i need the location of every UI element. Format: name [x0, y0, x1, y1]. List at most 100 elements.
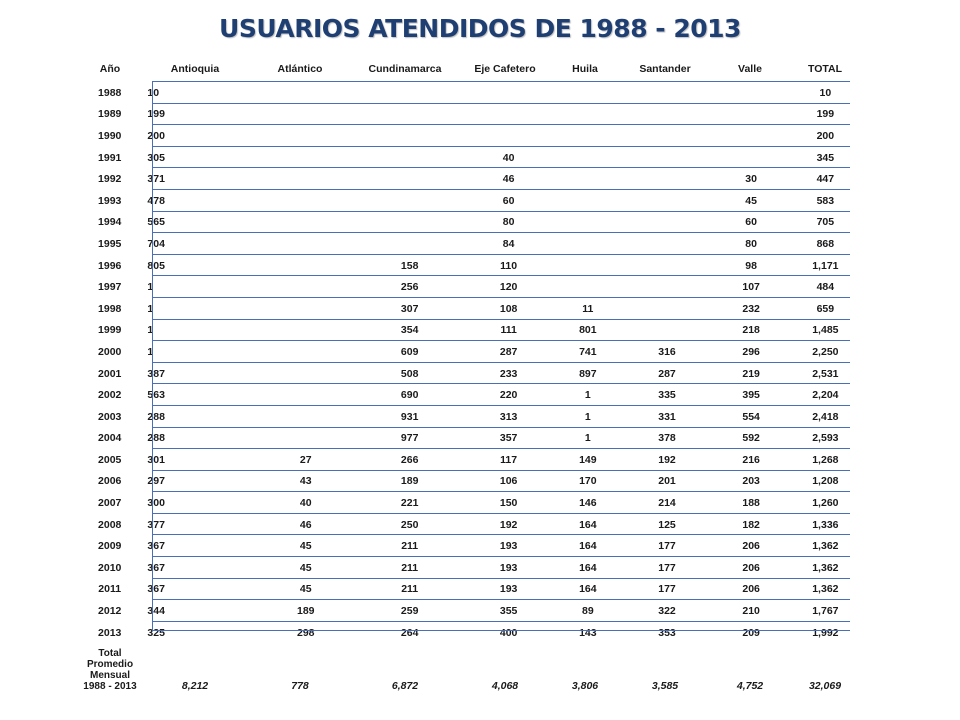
value-cell: 84 [502, 237, 515, 250]
year-cell: 1995 [98, 237, 122, 250]
value-cell: 98 [745, 259, 757, 272]
table-row: 2009 367 45 211 193 164 177 206 1,362 [80, 535, 860, 557]
value-cell: 1 [147, 281, 154, 294]
table-row: 1993 478 60 45 583 [80, 190, 860, 212]
column-header: Antioquia [170, 63, 220, 75]
value-cell: 297 [147, 475, 165, 488]
totals-label-line: 1988 - 2013 [83, 681, 137, 692]
value-cell: 106 [499, 475, 518, 488]
value-cell: 554 [742, 410, 760, 423]
table-bottom-rule [152, 630, 850, 631]
value-cell: 30 [745, 173, 757, 186]
value-cell: 199 [816, 108, 835, 121]
value-cell: 300 [147, 497, 165, 510]
value-cell: 2,593 [812, 432, 839, 445]
value-cell: 2,531 [812, 367, 839, 380]
value-cell: 316 [658, 345, 676, 358]
value-cell: 250 [400, 518, 419, 531]
value-cell: 296 [742, 345, 760, 358]
column-header: Cundinamarca [368, 63, 442, 75]
value-cell: 377 [147, 518, 165, 531]
table-row: 1998 1 307 108 11 232 659 [80, 298, 860, 320]
value-cell: 395 [742, 389, 760, 402]
value-cell: 211 [401, 540, 419, 553]
value-cell: 177 [658, 561, 676, 574]
column-header: TOTAL [807, 63, 843, 75]
value-cell: 1 [584, 389, 591, 402]
year-cell: 1990 [98, 129, 122, 142]
value-cell: 355 [499, 605, 518, 618]
value-cell: 367 [147, 583, 165, 596]
value-cell: 805 [147, 259, 165, 272]
value-cell: 897 [579, 367, 597, 380]
value-cell: 741 [579, 345, 597, 358]
value-cell: 592 [742, 432, 760, 445]
value-cell: 1,208 [812, 475, 839, 488]
value-cell: 1 [584, 432, 591, 445]
totals-label-line: Total [98, 648, 122, 659]
value-cell: 288 [147, 432, 165, 445]
value-cell: 288 [147, 410, 165, 423]
value-cell: 367 [147, 540, 165, 553]
value-cell: 27 [299, 453, 312, 466]
value-cell: 170 [579, 475, 597, 488]
totals-label: Total Promedio Mensual 1988 - 2013 [80, 648, 140, 692]
totals-label-line: Promedio [86, 659, 134, 670]
year-cell: 1999 [98, 324, 122, 337]
value-cell: 211 [401, 561, 419, 574]
value-cell: 354 [400, 324, 419, 337]
value-cell: 1,336 [812, 518, 839, 531]
value-cell: 2,418 [812, 410, 839, 423]
value-cell: 331 [658, 410, 676, 423]
value-cell: 233 [499, 367, 518, 380]
value-cell: 219 [742, 367, 760, 380]
value-cell: 164 [579, 583, 597, 596]
value-cell: 400 [499, 626, 518, 639]
value-cell: 216 [742, 453, 760, 466]
value-cell: 298 [296, 626, 315, 639]
value-cell: 266 [400, 453, 419, 466]
data-table: Año Antioquia Atlántico Cundinamarca Eje Caf… [80, 56, 860, 643]
value-cell: 690 [400, 389, 419, 402]
value-cell: 256 [400, 281, 419, 294]
value-cell: 214 [658, 497, 676, 510]
value-cell: 46 [299, 518, 312, 531]
value-cell: 371 [147, 173, 165, 186]
value-cell: 10 [147, 86, 160, 99]
total-value-cell: 4,068 [491, 680, 519, 692]
value-cell: 177 [658, 540, 676, 553]
year-cell: 1997 [98, 281, 122, 294]
value-cell: 111 [500, 324, 517, 337]
value-cell: 583 [816, 194, 835, 207]
value-cell: 305 [147, 151, 165, 164]
value-cell: 609 [400, 345, 419, 358]
total-value-cell: 3,806 [571, 680, 599, 692]
value-cell: 210 [742, 605, 760, 618]
table-header-row: Año Antioquia Atlántico Cundinamarca Eje Caf… [80, 56, 860, 82]
value-cell: 484 [816, 281, 835, 294]
value-cell: 193 [499, 540, 518, 553]
column-header: Atlántico [277, 63, 323, 75]
year-cell: 1994 [98, 216, 122, 229]
value-cell: 1,171 [812, 259, 839, 272]
value-cell: 2,250 [812, 345, 839, 358]
value-cell: 211 [401, 583, 419, 596]
year-cell: 2005 [98, 453, 122, 466]
value-cell: 45 [299, 561, 312, 574]
table-row: 2013 325 298 264 400 143 353 209 1,992 [80, 622, 860, 644]
value-cell: 1,362 [812, 540, 839, 553]
table-row: 2011 367 45 211 193 164 177 206 1,362 [80, 579, 860, 601]
value-cell: 206 [742, 561, 760, 574]
value-cell: 45 [299, 583, 312, 596]
value-cell: 301 [147, 453, 165, 466]
value-cell: 218 [742, 324, 760, 337]
year-cell: 1988 [98, 86, 122, 99]
year-cell: 2006 [98, 475, 122, 488]
value-cell: 201 [658, 475, 676, 488]
value-cell: 221 [400, 497, 419, 510]
year-cell: 1998 [98, 302, 122, 315]
table-row: 2002 563 690 220 1 335 395 2,204 [80, 384, 860, 406]
value-cell: 10 [819, 86, 832, 99]
value-cell: 200 [816, 129, 835, 142]
value-cell: 188 [742, 497, 760, 510]
